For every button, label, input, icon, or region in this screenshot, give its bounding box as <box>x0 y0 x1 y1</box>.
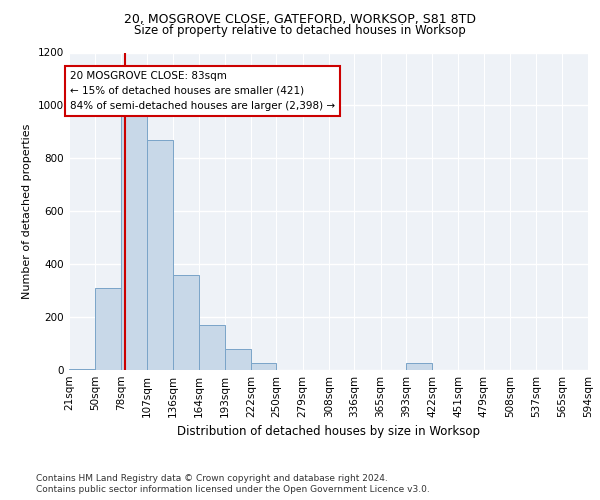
Text: 20 MOSGROVE CLOSE: 83sqm
← 15% of detached houses are smaller (421)
84% of semi-: 20 MOSGROVE CLOSE: 83sqm ← 15% of detach… <box>70 71 335 110</box>
Bar <box>173 275 199 370</box>
Text: Contains public sector information licensed under the Open Government Licence v3: Contains public sector information licen… <box>36 485 430 494</box>
Bar <box>69 368 95 370</box>
Bar <box>225 349 251 370</box>
X-axis label: Distribution of detached houses by size in Worksop: Distribution of detached houses by size … <box>177 426 480 438</box>
Bar <box>406 364 432 370</box>
Bar <box>121 114 147 370</box>
Bar <box>147 140 173 370</box>
Text: Size of property relative to detached houses in Worksop: Size of property relative to detached ho… <box>134 24 466 37</box>
Text: Contains HM Land Registry data © Crown copyright and database right 2024.: Contains HM Land Registry data © Crown c… <box>36 474 388 483</box>
Y-axis label: Number of detached properties: Number of detached properties <box>22 124 32 299</box>
Text: 20, MOSGROVE CLOSE, GATEFORD, WORKSOP, S81 8TD: 20, MOSGROVE CLOSE, GATEFORD, WORKSOP, S… <box>124 12 476 26</box>
Bar <box>199 325 225 370</box>
Bar <box>251 364 277 370</box>
Bar <box>95 288 121 370</box>
